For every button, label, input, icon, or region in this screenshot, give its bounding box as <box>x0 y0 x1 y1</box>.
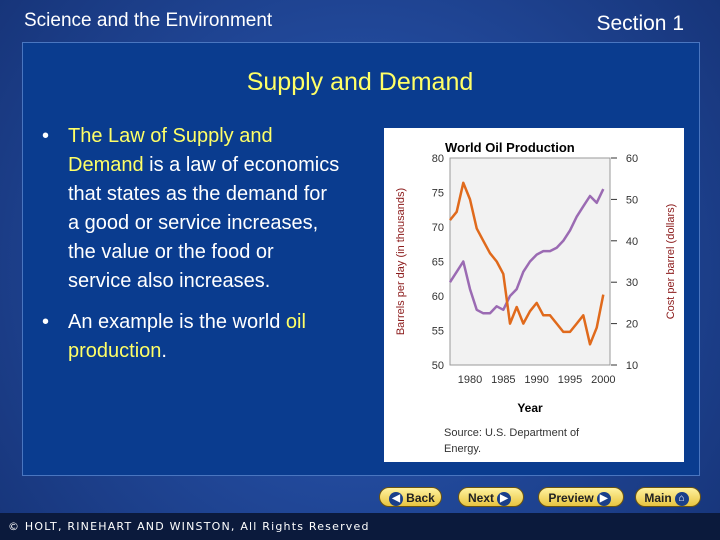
bullet-highlight: oil production <box>68 311 306 362</box>
x-tick-label: 1990 <box>524 374 548 386</box>
source-line-2: Energy. <box>444 443 481 455</box>
x-tick-label: 2000 <box>591 374 615 386</box>
y2-tick-label: 50 <box>626 194 638 206</box>
y2-tick-label: 60 <box>626 153 638 165</box>
y-tick-label: 55 <box>432 326 444 338</box>
bullet-item-example: • An example is the world oil production… <box>42 308 342 366</box>
bullet-text-end: . <box>161 340 167 362</box>
bullet-dot-icon: • <box>42 125 50 147</box>
back-button[interactable]: ◀ Back <box>379 487 442 507</box>
copyright-footer: © HOLT, RINEHART AND WINSTON, All Rights… <box>8 520 370 533</box>
bullet-item-law: • The Law of Supply and Demand is a law … <box>42 122 342 296</box>
preview-button[interactable]: Preview ▶ <box>538 487 624 507</box>
footer-bar <box>0 513 720 540</box>
main-button[interactable]: Main ⌂ <box>635 487 701 507</box>
y2-axis-label: Cost per barrel (dollars) <box>665 204 677 320</box>
x-axis-label: Year <box>517 401 543 415</box>
preview-play-icon: ▶ <box>596 491 611 506</box>
y-tick-label: 70 <box>432 222 444 234</box>
x-tick-label: 1995 <box>558 374 582 386</box>
chart-svg: World Oil Production 50 55 60 65 70 75 80 10 20 30… <box>395 140 677 455</box>
x-tick-label: 1985 <box>491 374 515 386</box>
y-tick-label: 60 <box>432 291 444 303</box>
preview-label: Preview <box>548 491 594 505</box>
y-tick-label: 80 <box>432 153 444 165</box>
source-line-1: Source: U.S. Department of <box>444 427 580 439</box>
y-tick-label: 50 <box>432 360 444 372</box>
bullet-text: An example is the world <box>68 311 286 333</box>
bullet-highlight: The Law of Supply and Demand <box>68 125 273 176</box>
y2-tick-label: 30 <box>626 277 638 289</box>
bullet-list: • The Law of Supply and Demand is a law … <box>42 122 342 378</box>
y2-tick-label: 10 <box>626 360 638 372</box>
bullet-dot-icon: • <box>42 311 50 333</box>
y2-tick-label: 20 <box>626 319 638 331</box>
y-tick-label: 75 <box>432 188 444 200</box>
series-line-price <box>449 181 605 346</box>
oil-production-chart: World Oil Production 50 55 60 65 70 75 80 10 20 30… <box>384 128 684 462</box>
course-title: Science and the Environment <box>24 10 273 31</box>
main-label: Main <box>644 491 672 505</box>
next-button[interactable]: Next ▶ <box>458 487 524 507</box>
home-icon: ⌂ <box>674 491 689 506</box>
section-label: Section 1 <box>596 12 684 35</box>
next-arrow-icon: ▶ <box>497 491 511 506</box>
slide-title: Supply and Demand <box>246 68 474 96</box>
back-arrow-icon: ◀ <box>389 491 404 506</box>
bullet-text: is a law of economics that states as the… <box>68 154 340 292</box>
y-axis-label: Barrels per day (in thousands) <box>395 188 407 335</box>
y2-tick-label: 40 <box>626 236 638 248</box>
back-label: Back <box>406 491 435 505</box>
next-label: Next <box>467 491 494 505</box>
x-tick-label: 1980 <box>458 374 482 386</box>
chart-title: World Oil Production <box>445 140 575 155</box>
series-line-production <box>448 188 605 315</box>
y-tick-label: 65 <box>432 257 444 269</box>
